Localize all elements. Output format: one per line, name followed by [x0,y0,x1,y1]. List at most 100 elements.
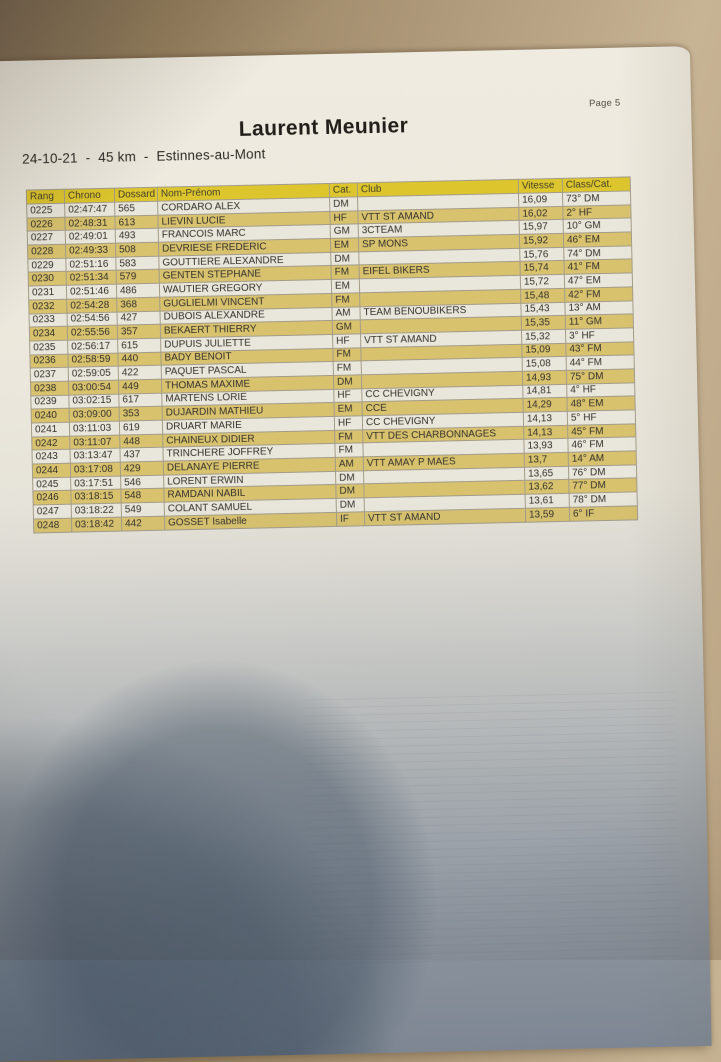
col-header-vitesse: Vitesse [518,178,563,194]
cell-rang: 0242 [31,435,70,451]
cell-classcat: 10° GM [563,218,632,234]
cell-dossard: 368 [116,297,160,312]
cell-rang: 0240 [31,408,70,424]
cell-dossard: 449 [118,379,162,394]
cell-dossard: 565 [114,201,158,216]
cell-chrono: 03:11:07 [69,434,120,450]
cell-cat: EM [331,278,360,294]
cell-vitesse: 16,09 [518,192,563,208]
cell-chrono: 02:48:31 [64,215,116,231]
cell-cat: HF [333,388,363,403]
cell-rang: 0230 [28,271,67,287]
cell-chrono: 02:49:01 [65,229,116,245]
event-subtitle: 24-10-21 - 45 km - Estinnes-au-Mont [21,146,266,167]
cell-dossard: 429 [120,461,164,476]
cell-vitesse: 15,72 [520,274,565,290]
page-number-label: Page 5 [588,97,621,110]
cell-classcat: 5° HF [567,409,636,426]
paper-sheet: Page 5 Laurent Meunier 24-10-21 - 45 km … [0,46,712,1062]
cell-vitesse: 15,97 [519,219,564,235]
cell-chrono: 03:11:03 [69,421,120,436]
cell-cat: HF [332,333,361,348]
cell-classcat: 41° FM [563,259,633,275]
cell-classcat: 77° DM [568,478,638,494]
cell-rang: 0238 [30,381,69,396]
cell-classcat: 76° DM [568,464,637,480]
cell-classcat: 48° EM [566,396,636,412]
cell-chrono: 02:55:56 [67,325,118,341]
col-header-class-cat: Class/Cat. [562,176,631,193]
cell-rang: 0231 [28,285,67,300]
cell-classcat: 2° HF [562,204,632,220]
cell-classcat: 47° EM [564,273,633,289]
cell-cat: HF [334,415,363,431]
cell-cat: HF [329,210,359,225]
cell-vitesse: 15,35 [521,315,566,331]
cell-rang: 0227 [27,230,66,246]
cell-cat: FM [334,443,364,458]
cell-vitesse: 15,92 [519,233,564,249]
cell-chrono: 02:59:05 [68,366,119,382]
cell-rang: 0237 [30,367,69,382]
cell-vitesse: 15,32 [521,329,566,344]
cell-chrono: 02:49:33 [65,243,116,258]
cell-chrono: 03:02:15 [68,393,120,409]
cell-nom: GOSSET Isabelle [164,512,337,530]
cell-rang: 0225 [26,203,65,218]
cell-dossard: 357 [117,324,161,340]
cell-chrono: 02:54:28 [66,297,117,313]
cell-chrono: 02:51:34 [66,270,117,286]
cell-classcat: 43° FM [565,341,635,357]
cell-cat: FM [331,292,360,307]
cell-dossard: 440 [117,351,162,367]
cell-chrono: 02:54:56 [66,311,118,327]
cell-cat: FM [331,265,360,280]
cell-cat: DM [329,196,358,212]
cell-rang: 0247 [33,504,72,519]
cell-classcat: 6° IF [569,505,638,521]
paper-ruled-lines-texture [303,691,680,965]
cell-rang: 0239 [30,394,70,410]
cell-chrono: 02:56:17 [67,339,118,354]
cell-vitesse: 14,93 [522,370,567,385]
cell-cat: GM [330,224,359,239]
cell-cat: EM [330,237,359,253]
col-header-dossard: Dossard [114,187,158,203]
col-header-rang: Rang [26,189,65,205]
cell-dossard: 422 [118,365,162,381]
cell-dossard: 615 [117,338,161,353]
cell-vitesse: 14,13 [523,425,568,440]
cell-dossard: 486 [116,283,160,298]
cell-chrono: 03:09:00 [69,407,120,423]
cell-dossard: 617 [118,392,163,408]
results-body: 0225 02:47:47 565 CORDARO ALEX DM 16,09 73° DM… [26,190,638,533]
cell-dossard: 613 [114,214,159,230]
cell-vitesse: 14,13 [523,411,568,426]
cell-rang: 0246 [32,490,72,506]
cell-chrono: 03:00:54 [68,380,119,395]
cell-vitesse: 15,76 [519,247,564,262]
cell-chrono: 02:51:46 [66,284,117,300]
cell-classcat: 44° FM [566,355,635,371]
cell-chrono: 03:18:15 [70,489,122,505]
results-table: Rang Chrono Dossard Nom-Prénom Cat. Club… [26,176,638,533]
cell-vitesse: 15,48 [520,288,565,303]
cell-rang: 0245 [32,476,71,492]
cell-cat: IF [336,511,365,526]
cell-rang: 0235 [29,340,68,355]
cell-rang: 0233 [29,312,68,328]
col-header-cat: Cat. [329,182,358,198]
cell-chrono: 03:17:08 [70,462,121,477]
cell-vitesse: 15,43 [520,301,566,317]
cell-cat: DM [335,470,364,485]
cell-vitesse: 16,02 [518,206,564,221]
cell-dossard: 508 [115,242,159,257]
cell-dossard: 437 [119,447,164,463]
cell-rang: 0243 [31,449,71,465]
cell-dossard: 619 [119,420,163,435]
cell-cat: DM [330,251,360,266]
cell-chrono: 02:58:59 [67,352,119,368]
cell-rang: 0241 [31,422,70,437]
cell-vitesse: 13,93 [523,438,569,454]
cell-dossard: 546 [120,474,164,490]
